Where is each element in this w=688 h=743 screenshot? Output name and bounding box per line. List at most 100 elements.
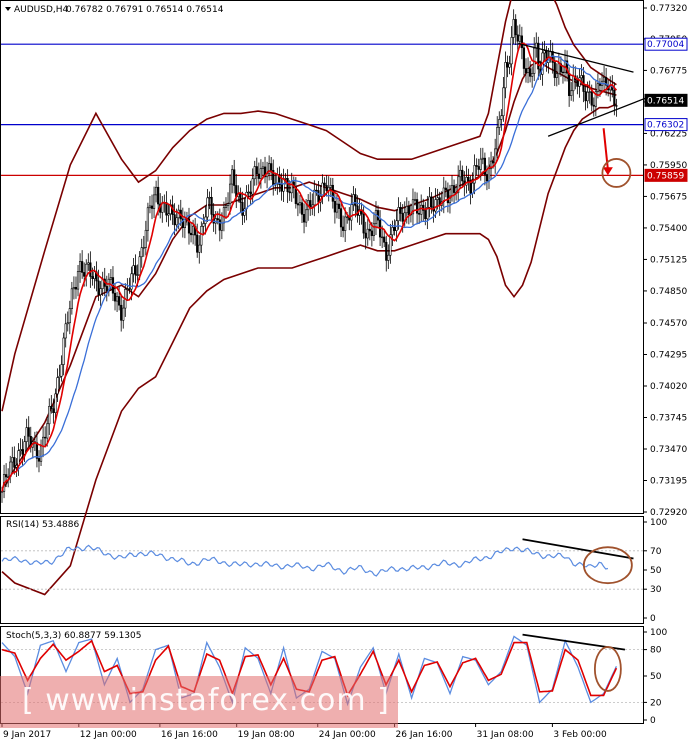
time-axis-label: 16 Jan 16:00 — [161, 730, 218, 740]
candle-body — [144, 229, 147, 248]
candle-body — [393, 227, 396, 231]
candle-body — [337, 203, 341, 209]
candle-body — [113, 292, 117, 302]
candle-body — [109, 277, 113, 280]
candle-body — [25, 427, 28, 442]
candle-body — [132, 265, 135, 275]
candle-body — [52, 408, 55, 413]
stoch-circle — [593, 646, 622, 692]
candle-body — [300, 202, 304, 215]
candle-body — [120, 304, 123, 321]
candle-body — [189, 232, 193, 236]
candle-body — [383, 236, 386, 243]
candle-body — [424, 210, 427, 220]
candle-body — [192, 225, 195, 236]
stoch-axis-label: 100 — [650, 628, 667, 638]
candle-body — [23, 441, 26, 455]
candle-body — [487, 168, 491, 182]
candle-body — [41, 436, 45, 447]
candle-body — [498, 119, 501, 128]
candle-body — [5, 474, 8, 478]
candle-body — [309, 200, 312, 208]
candle-body — [524, 68, 528, 74]
price-tag-box — [644, 168, 688, 182]
price-axis-label: 0.77320 — [650, 4, 687, 14]
candle-body — [346, 216, 349, 218]
stoch-axis-label: 20 — [650, 698, 662, 708]
candle-body — [436, 197, 439, 200]
candle-body — [50, 405, 53, 410]
rsi-axis-label: 50 — [650, 566, 662, 576]
price-tag-label: 0.76302 — [647, 121, 684, 131]
candle-body — [148, 205, 152, 209]
price-chart — [0, 0, 651, 596]
candle-body — [469, 181, 472, 194]
time-axis-label: 31 Jan 08:00 — [477, 730, 534, 740]
candle-body — [257, 173, 260, 179]
candle-body — [220, 222, 223, 231]
candle-body — [268, 163, 271, 174]
candle-body — [259, 168, 263, 179]
candle-body — [167, 213, 170, 216]
candle-body — [356, 205, 359, 216]
time-axis-label: 3 Feb 00:00 — [553, 730, 607, 740]
candle-body — [514, 19, 517, 36]
candle-body — [15, 465, 18, 468]
candle-body — [140, 247, 143, 258]
candle-body — [418, 212, 421, 215]
candle-body — [290, 181, 293, 194]
candle-body — [247, 191, 250, 194]
candle-body — [70, 288, 73, 309]
candle-body — [510, 37, 513, 65]
candle-body — [202, 223, 205, 227]
candle-body — [241, 202, 244, 216]
candle-body — [381, 236, 384, 239]
candle-body — [586, 91, 589, 102]
candle-body — [444, 187, 447, 191]
candle-body — [93, 271, 96, 279]
candle-body — [446, 189, 450, 204]
candle-body — [465, 176, 468, 186]
candle-body — [165, 202, 168, 216]
candle-body — [329, 184, 332, 188]
candle-body — [565, 60, 569, 74]
dropdown-triangle-icon[interactable] — [5, 7, 11, 11]
candle-body — [231, 169, 234, 185]
candle-body — [598, 83, 602, 86]
candle-body — [81, 261, 84, 273]
candle-body — [105, 286, 108, 292]
candle-body — [397, 207, 400, 222]
candle-body — [261, 166, 265, 169]
price-axis-label: 0.73745 — [650, 414, 687, 424]
candle-body — [68, 308, 71, 324]
candle-body — [407, 206, 410, 216]
candle-body — [512, 19, 515, 38]
candle-body — [450, 185, 454, 197]
candle-body — [58, 375, 61, 378]
candle-body — [226, 203, 230, 206]
candle-body — [415, 199, 419, 214]
candle-body — [222, 207, 226, 224]
candle-body — [479, 158, 482, 170]
price-axis-label: 0.75400 — [650, 224, 687, 234]
candle-body — [251, 178, 254, 195]
candle-body — [592, 104, 595, 107]
candle-body — [198, 244, 201, 253]
candle-body — [136, 274, 139, 276]
candle-body — [76, 271, 80, 290]
candle-body — [502, 87, 505, 117]
candle-body — [584, 91, 587, 102]
candle-body — [594, 91, 597, 107]
candle-body — [570, 90, 573, 96]
candle-body — [249, 191, 252, 195]
candle-body — [11, 457, 14, 463]
triangle-trendline — [547, 95, 651, 137]
candle-body — [543, 50, 546, 54]
candle-body — [282, 178, 285, 192]
candle-body — [72, 287, 76, 290]
candle-body — [130, 273, 133, 290]
candle-body — [572, 75, 575, 92]
price-axis-label: 0.74570 — [650, 319, 687, 329]
candle-body — [473, 165, 476, 184]
